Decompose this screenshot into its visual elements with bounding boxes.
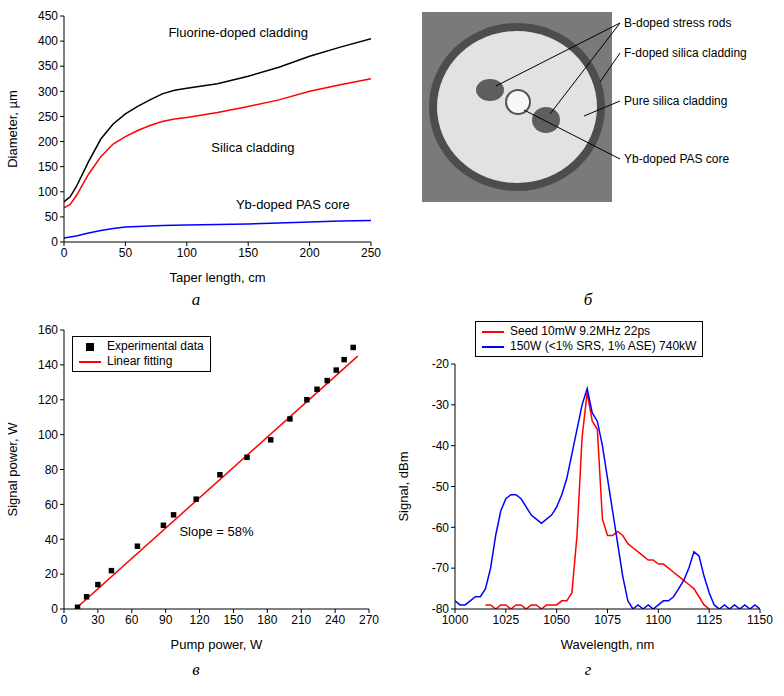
svg-text:30: 30 xyxy=(91,613,105,627)
svg-text:450: 450 xyxy=(38,9,58,23)
svg-text:F-doped silica cladding: F-doped silica cladding xyxy=(624,46,747,60)
html-text:Fluorine-doped cladding: Fluorine-doped cladding xyxy=(168,25,308,40)
html-text:Slope = 58%: Slope = 58% xyxy=(179,523,254,539)
svg-text:120: 120 xyxy=(190,613,210,627)
svg-text:Signal power, W: Signal power, W xyxy=(5,422,20,517)
svg-text:1075: 1075 xyxy=(594,613,621,627)
html-text:а: а xyxy=(191,290,201,309)
svg-text:0: 0 xyxy=(51,235,58,249)
svg-text:160: 160 xyxy=(38,323,58,337)
svg-text:200: 200 xyxy=(300,246,320,260)
svg-text:50: 50 xyxy=(119,246,133,260)
svg-text:100: 100 xyxy=(38,428,58,442)
svg-text:40: 40 xyxy=(45,533,59,547)
svg-text:0: 0 xyxy=(51,602,58,616)
html-text:г: г xyxy=(584,660,592,679)
svg-text:-80: -80 xyxy=(432,602,450,616)
svg-text:100: 100 xyxy=(177,246,197,260)
svg-text:-70: -70 xyxy=(432,561,450,575)
svg-text:60: 60 xyxy=(125,613,139,627)
svg-text:210: 210 xyxy=(291,613,311,627)
svg-text:60: 60 xyxy=(45,498,59,512)
svg-text:-40: -40 xyxy=(432,439,450,453)
html-text:Experimental data: Experimental data xyxy=(107,339,204,353)
svg-text:Taper length, cm: Taper length, cm xyxy=(169,270,265,285)
svg-text:90: 90 xyxy=(159,613,173,627)
svg-text:80: 80 xyxy=(45,463,59,477)
svg-text:1025: 1025 xyxy=(492,613,519,627)
html-text:в: в xyxy=(192,660,200,679)
svg-text:100: 100 xyxy=(38,185,58,199)
svg-text:-50: -50 xyxy=(432,480,450,494)
html-text:б: б xyxy=(583,290,593,309)
svg-text:-20: -20 xyxy=(432,357,450,371)
svg-text:200: 200 xyxy=(38,135,58,149)
svg-text:Pure silica cladding: Pure silica cladding xyxy=(624,94,727,108)
svg-text:180: 180 xyxy=(257,613,277,627)
svg-text:150: 150 xyxy=(238,246,258,260)
html-text:150W (<1% SRS, 1% ASE) 740kW: 150W (<1% SRS, 1% ASE) 740kW xyxy=(510,339,697,353)
svg-text:1050: 1050 xyxy=(543,613,570,627)
html-text:Silica cladding: Silica cladding xyxy=(211,139,295,155)
svg-text:240: 240 xyxy=(325,613,345,627)
html-text:Yb-doped PAS core: Yb-doped PAS core xyxy=(235,196,350,212)
svg-text:B-doped stress rods: B-doped stress rods xyxy=(624,16,731,30)
svg-text:Wavelength, nm: Wavelength, nm xyxy=(561,637,654,652)
svg-text:120: 120 xyxy=(38,393,58,407)
svg-text:140: 140 xyxy=(38,358,58,372)
svg-text:270: 270 xyxy=(359,613,379,627)
svg-text:Signal, dBm: Signal, dBm xyxy=(396,451,411,521)
svg-text:350: 350 xyxy=(38,59,58,73)
html-text:Linear fitting: Linear fitting xyxy=(107,354,173,368)
svg-text:150: 150 xyxy=(38,160,58,174)
svg-text:Yb-doped PAS core: Yb-doped PAS core xyxy=(624,152,730,166)
svg-text:150: 150 xyxy=(223,613,243,627)
svg-text:0: 0 xyxy=(61,613,68,627)
svg-text:1000: 1000 xyxy=(441,612,469,627)
svg-text:50: 50 xyxy=(45,210,59,224)
svg-text:1100: 1100 xyxy=(645,613,671,627)
svg-text:250: 250 xyxy=(38,110,58,124)
svg-text:-30: -30 xyxy=(432,398,450,412)
svg-text:1125: 1125 xyxy=(696,613,722,627)
svg-text:400: 400 xyxy=(38,34,58,48)
svg-text:0: 0 xyxy=(61,246,68,260)
svg-text:250: 250 xyxy=(361,246,381,260)
svg-text:1150: 1150 xyxy=(747,613,773,627)
svg-text:Diameter, µm: Diameter, µm xyxy=(5,90,20,168)
svg-text:-60: -60 xyxy=(432,521,450,535)
html-text:Seed 10mW 9.2MHz 22ps: Seed 10mW 9.2MHz 22ps xyxy=(510,324,651,338)
svg-text:20: 20 xyxy=(45,567,59,581)
svg-text:Pump power, W: Pump power, W xyxy=(171,637,263,652)
svg-text:300: 300 xyxy=(38,85,58,99)
